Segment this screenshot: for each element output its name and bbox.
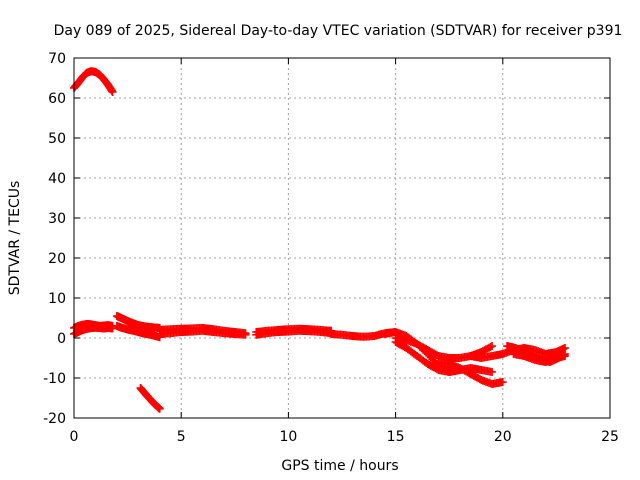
- chart-title: Day 089 of 2025, Sidereal Day-to-day VTE…: [54, 23, 623, 39]
- data-point: [498, 378, 507, 386]
- y-axis-label: SDTVAR / TECUs: [7, 181, 23, 296]
- x-tick-label: 15: [387, 429, 405, 445]
- x-tick-label: 10: [279, 429, 297, 445]
- data-points: [70, 67, 569, 413]
- data-point: [241, 329, 250, 338]
- y-tick-label: 40: [48, 171, 66, 187]
- x-axis-ticks: 0 5 10 15 20 25: [70, 58, 619, 445]
- series-arc-a: [70, 67, 117, 96]
- series-arc-d: [112, 312, 164, 332]
- data-point: [108, 88, 117, 96]
- y-tick-label: 70: [48, 51, 66, 67]
- x-tick-label: 0: [70, 429, 79, 445]
- x-tick-label: 20: [494, 429, 512, 445]
- data-point: [560, 352, 569, 360]
- series-arc-o: [434, 358, 507, 388]
- data-point: [155, 404, 164, 413]
- y-tick-label: 20: [48, 251, 66, 267]
- x-axis-label: GPS time / hours: [281, 458, 398, 474]
- data-point: [488, 368, 497, 376]
- series-arc-f: [136, 384, 164, 413]
- data-point: [108, 324, 117, 333]
- x-tick-label: 25: [601, 429, 619, 445]
- series-arc-h: [155, 324, 250, 338]
- y-tick-label: -10: [43, 371, 66, 387]
- grid-lines: [74, 58, 610, 418]
- y-tick-label: 60: [48, 91, 66, 107]
- y-tick-label: 0: [57, 331, 66, 347]
- data-point: [486, 342, 495, 351]
- x-tick-label: 5: [177, 429, 186, 445]
- data-point: [488, 342, 497, 350]
- series-arc-e: [112, 322, 164, 342]
- series-arc-c: [70, 323, 117, 338]
- y-axis-ticks: -20 -10 0 10 20 30 40 50 60 70: [43, 51, 610, 427]
- y-tick-label: -20: [43, 411, 66, 427]
- y-tick-label: 50: [48, 131, 66, 147]
- plot-frame: [73, 57, 611, 419]
- series-arc-r: [509, 350, 569, 366]
- y-tick-label: 30: [48, 211, 66, 227]
- y-tick-label: 10: [48, 291, 66, 307]
